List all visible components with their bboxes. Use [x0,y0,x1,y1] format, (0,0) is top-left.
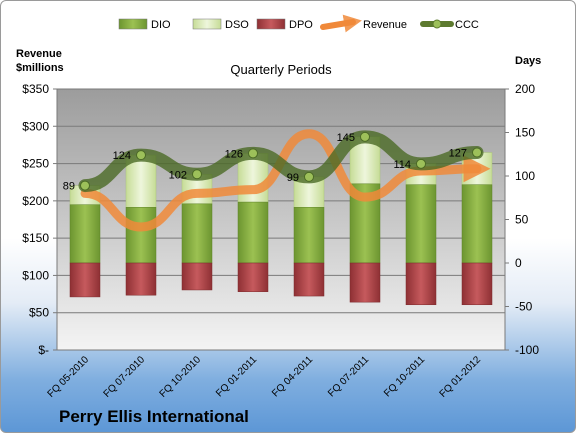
x-tick-label: FQ 07-2010 [102,354,148,400]
left-tick-label: $300 [22,119,49,133]
legend-swatch [320,14,362,33]
legend-swatch [192,18,222,30]
left-axis-label-line1: Revenue [16,48,62,60]
left-axis-label-line2: $millions [16,62,64,74]
dio-bar [461,184,493,264]
legend-label: DIO [151,19,171,31]
ccc-point [136,150,146,161]
x-tick-label: FQ 07-2011 [326,354,371,399]
ccc-point [192,169,202,180]
x-tick-label: FQ 04-2011 [270,354,315,399]
ccc-data-label: 102 [169,169,187,181]
ccc-data-label: 89 [63,181,75,193]
legend-swatch [256,18,286,30]
ccc-data-label: 127 [449,148,467,160]
right-tick-label: 0 [515,256,522,270]
legend-label: Revenue [363,19,407,31]
left-tick-label: $- [38,343,49,357]
ccc-data-label: 126 [225,148,243,160]
right-axis-label: Days [515,55,541,67]
dpo-bar [69,262,101,298]
ccc-data-label: 114 [393,159,411,171]
dio-bar [69,204,101,264]
dio-bar [181,203,213,264]
x-tick-label: FQ 05-2010 [46,354,92,400]
ccc-point [472,147,482,158]
ccc-point [416,158,426,169]
ccc-data-label: 124 [113,150,131,162]
right-tick-label: -50 [515,300,533,314]
right-tick-label: 200 [515,82,535,96]
dso-bar [125,154,157,208]
legend-label: DSO [225,19,249,31]
left-tick-label: $200 [22,194,49,208]
chart-title: Quarterly Periods [230,62,332,77]
dpo-bar [125,262,157,296]
right-tick-label: 50 [515,213,529,227]
right-tick-label: 150 [515,126,535,140]
dio-bar [293,207,325,264]
x-tick-label: FQ 01-2011 [214,354,259,399]
dpo-bar [181,262,213,291]
left-tick-label: $100 [22,268,49,282]
dio-bar [125,207,157,264]
right-tick-label: -100 [515,343,539,357]
legend-label: CCC [455,19,479,31]
right-tick-label: 100 [515,169,535,183]
dpo-bar [349,262,381,303]
dio-bar [237,201,269,264]
legend-swatch-dot [432,19,442,29]
x-tick-label: FQ 10-2011 [382,354,427,399]
x-tick-label: FQ 01-2012 [438,354,484,400]
legend-swatch [118,18,148,30]
left-tick-label: $350 [22,82,49,96]
dpo-bar [237,262,269,292]
x-tick-label: FQ 10-2010 [158,354,204,400]
legend-label: DPO [289,19,313,31]
ccc-point [360,131,370,142]
revenue-line [80,129,491,232]
ccc-data-label: 99 [287,172,299,184]
dio-bar [405,184,437,264]
dpo-bar [405,262,437,306]
company-name: Perry Ellis International [59,407,249,426]
ccc-point [248,148,258,159]
left-tick-label: $50 [29,306,49,320]
dpo-bar [293,262,325,297]
ccc-data-label: 145 [337,132,355,144]
ccc-point [80,180,90,191]
legend: DIO DSO DPO Revenue CCC [118,14,479,33]
dpo-bar [461,262,493,306]
left-tick-label: $150 [22,231,49,245]
left-tick-label: $250 [22,157,49,171]
ccc-point [304,171,314,182]
